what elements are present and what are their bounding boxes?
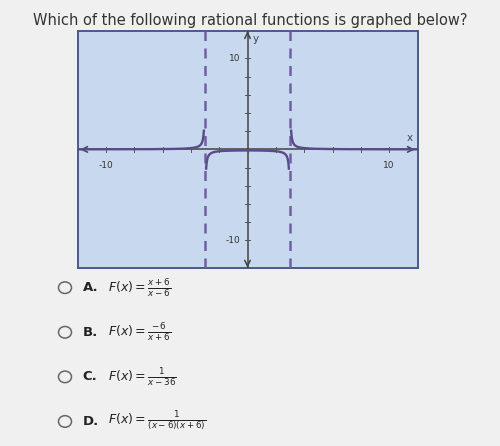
- Text: B.: B.: [82, 326, 98, 339]
- Text: -10: -10: [98, 161, 113, 170]
- Text: $F(x) = \frac{-6}{x+6}$: $F(x) = \frac{-6}{x+6}$: [108, 321, 170, 343]
- Text: Which of the following rational functions is graphed below?: Which of the following rational function…: [33, 13, 467, 29]
- Text: y: y: [253, 34, 260, 44]
- Text: -10: -10: [226, 236, 240, 245]
- Text: $F(x) = \frac{x+6}{x-6}$: $F(x) = \frac{x+6}{x-6}$: [108, 277, 170, 299]
- Text: $F(x) = \frac{1}{(x-6)(x+6)}$: $F(x) = \frac{1}{(x-6)(x+6)}$: [108, 409, 206, 434]
- Text: x: x: [407, 133, 413, 143]
- Text: 10: 10: [384, 161, 395, 170]
- Text: C.: C.: [82, 370, 97, 384]
- Text: A.: A.: [82, 281, 98, 294]
- Text: 10: 10: [229, 54, 240, 63]
- Text: D.: D.: [82, 415, 99, 428]
- Text: $F(x) = \frac{1}{x-36}$: $F(x) = \frac{1}{x-36}$: [108, 366, 176, 388]
